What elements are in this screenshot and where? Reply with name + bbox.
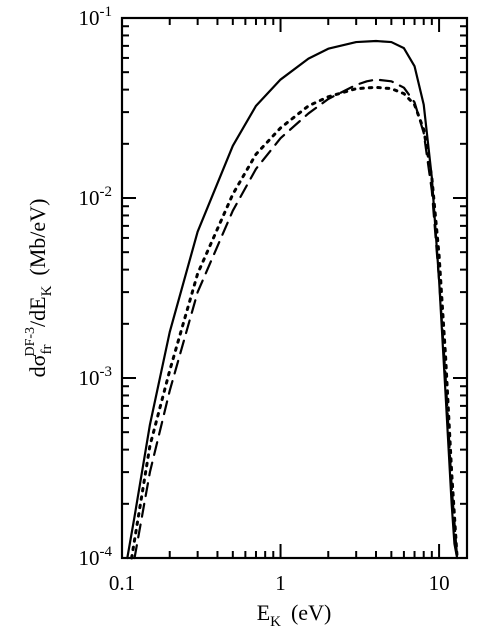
y-tick-label: 10-4 [79, 544, 113, 570]
y-axis-label-unit: (Mb/eV) [25, 199, 50, 276]
y-axis-label-sup: DF-3 [23, 327, 38, 357]
y-tick-label-base: 10 [79, 366, 100, 390]
y-tick-label: 10-2 [79, 184, 113, 210]
y-axis-label-sub: fr [39, 345, 55, 355]
y-axis-label-p2: /dE [25, 296, 50, 327]
y-tick-label: 10-1 [79, 4, 113, 30]
y-axis-label: dσfrDF-3/dEK (Mb/eV) [23, 199, 55, 378]
x-tick-label: 1 [275, 571, 286, 595]
x-tick-label: 0.1 [109, 571, 135, 595]
y-tick-label-exponent: -4 [100, 544, 113, 560]
x-tick-label: 10 [429, 571, 450, 595]
y-tick-label-base: 10 [79, 186, 100, 210]
x-axis-label-main: E [257, 600, 270, 625]
series-group [126, 39, 459, 560]
y-tick-label-exponent: -2 [100, 184, 113, 200]
y-axis-label-sub2: K [39, 285, 55, 296]
x-axis-label: EK (eV) [257, 600, 332, 630]
y-axis-label-p1: dσ [25, 354, 50, 377]
y-tick-label-exponent: -3 [100, 364, 113, 380]
y-tick-label-base: 10 [79, 6, 100, 30]
x-axis-label-unit: (eV) [291, 600, 331, 625]
series-line-dashed [133, 78, 459, 560]
y-tick-label-base: 10 [79, 546, 100, 570]
x-axis-label-sub: K [270, 614, 281, 630]
tick-marks [121, 17, 467, 559]
series-line-dotted [130, 85, 459, 560]
y-tick-label-exponent: -1 [100, 4, 113, 20]
y-tick-label: 10-3 [79, 364, 113, 390]
plot-frame [120, 16, 469, 560]
